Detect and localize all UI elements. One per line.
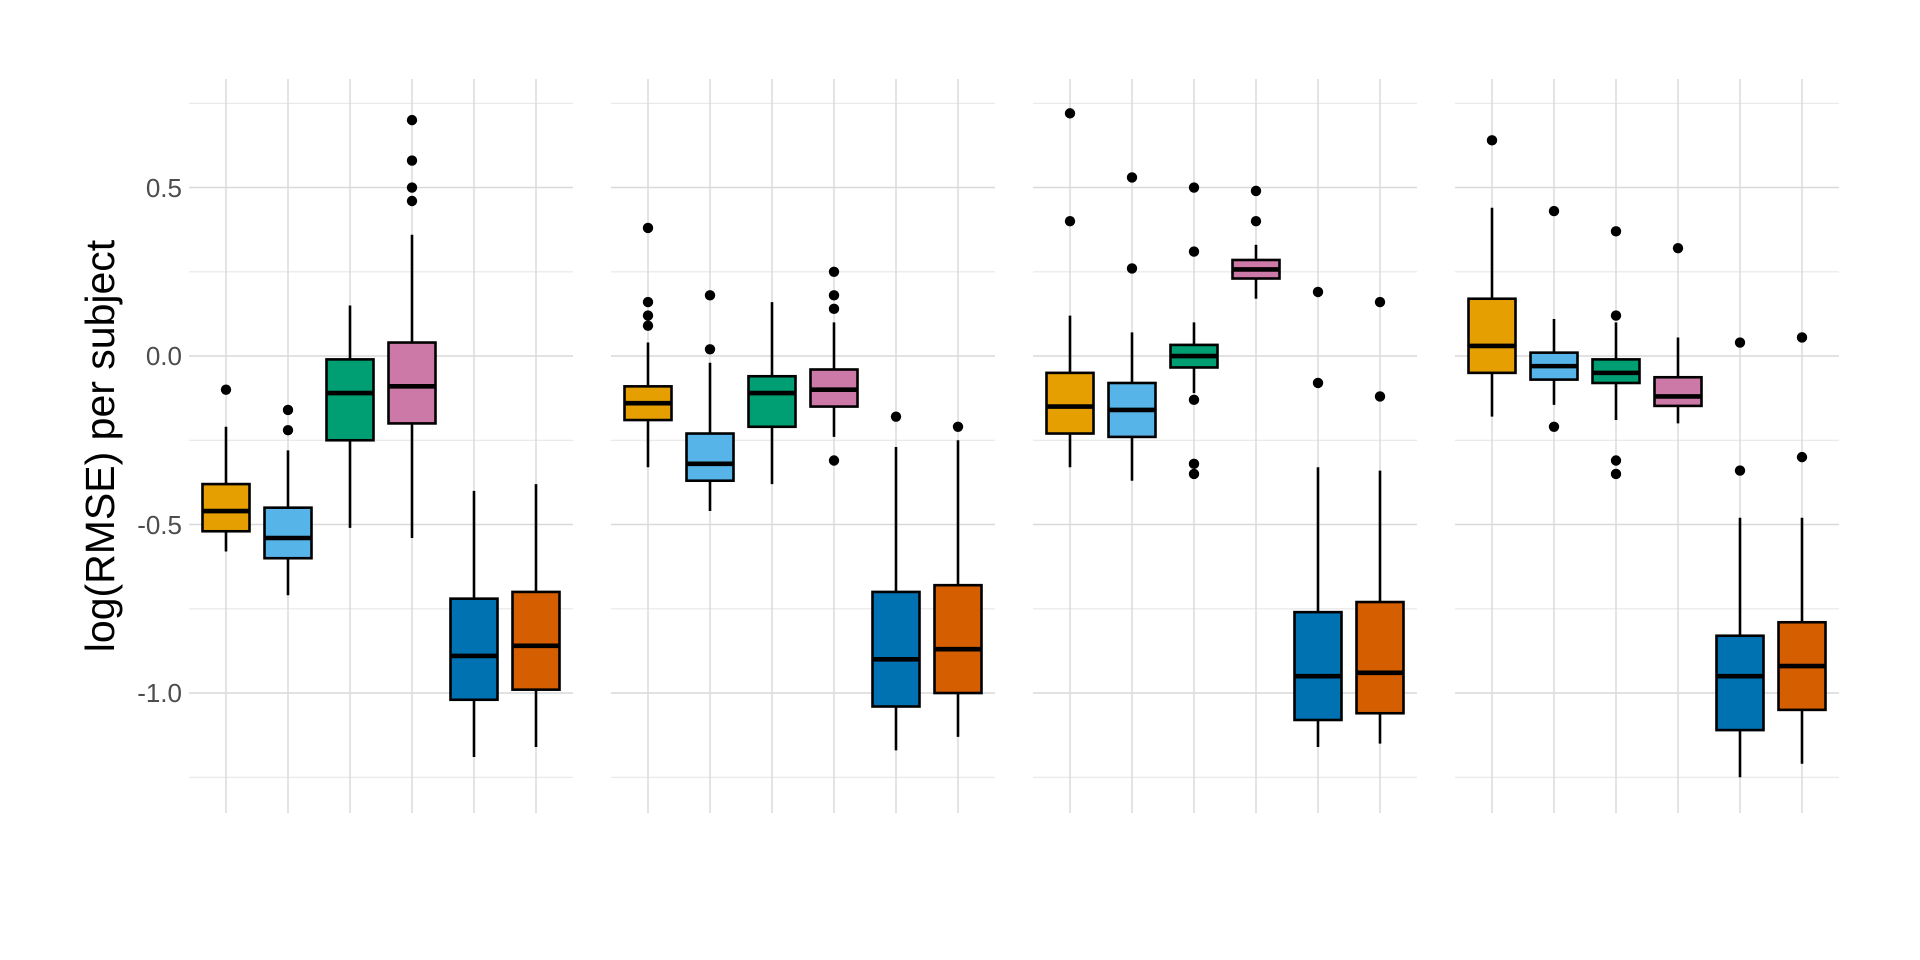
box-vermillion xyxy=(933,583,983,695)
outlier-dot xyxy=(1548,421,1560,432)
outlier-dot xyxy=(1188,468,1200,480)
box-gold xyxy=(201,482,251,533)
outlier-dot xyxy=(1672,242,1684,254)
outlier-dot xyxy=(1064,216,1076,227)
outlier-dot xyxy=(1188,182,1200,193)
outlier-dot xyxy=(1610,226,1622,237)
box-bluish-green xyxy=(747,374,797,429)
facet-panel-4 xyxy=(1455,79,1839,813)
outlier-dot xyxy=(890,411,902,422)
outlier-dot xyxy=(1250,185,1262,197)
outlier-dot xyxy=(1188,246,1200,257)
y-tick-label: 0.0 xyxy=(145,341,182,372)
outlier-dot xyxy=(1374,296,1386,308)
outlier-dot xyxy=(1188,394,1200,406)
box-vermillion xyxy=(1355,600,1405,715)
outlier-dot xyxy=(1374,391,1386,402)
box-gold xyxy=(1045,371,1095,435)
outlier-dot xyxy=(828,266,840,277)
outlier-dot xyxy=(1126,263,1138,274)
box-bluish-green xyxy=(325,358,375,442)
outlier-dot xyxy=(1796,451,1808,463)
facet-panel-1 xyxy=(189,79,573,813)
outlier-dot xyxy=(1734,337,1746,348)
outlier-dot xyxy=(1486,135,1498,146)
outlier-dot xyxy=(1126,172,1138,183)
outlier-dot xyxy=(828,455,840,466)
outlier-dot xyxy=(1796,332,1808,343)
box-vermillion xyxy=(511,590,561,691)
y-tick-label: -0.5 xyxy=(137,509,182,540)
outlier-dot xyxy=(1734,465,1746,476)
outlier-dot xyxy=(952,421,964,432)
box-dark-blue xyxy=(1293,610,1343,722)
outlier-dot xyxy=(282,424,294,436)
outlier-dot xyxy=(642,296,654,308)
outlier-dot xyxy=(1312,377,1324,389)
y-tick-label: -1.0 xyxy=(137,678,182,709)
outlier-dot xyxy=(828,290,840,301)
outlier-dot xyxy=(1064,108,1076,119)
outlier-dot xyxy=(406,114,418,126)
outlier-dot xyxy=(1610,468,1622,480)
outlier-dot xyxy=(1610,455,1622,466)
y-tick-label: 0.5 xyxy=(145,172,182,203)
outlier-dot xyxy=(406,155,418,166)
outlier-dot xyxy=(642,320,654,331)
outlier-dot xyxy=(1610,310,1622,321)
box-sky-blue xyxy=(263,506,313,560)
outlier-dot xyxy=(1312,286,1324,298)
facet-panel-3 xyxy=(1033,79,1417,813)
box-dark-blue xyxy=(449,597,499,702)
facet-panel-2 xyxy=(611,79,995,813)
outlier-dot xyxy=(282,404,294,416)
box-reddish-purple xyxy=(1653,375,1703,408)
outlier-dot xyxy=(1548,205,1560,217)
outlier-dot xyxy=(704,290,716,301)
outlier-dot xyxy=(704,344,716,355)
outlier-dot xyxy=(1188,458,1200,470)
box-dark-blue xyxy=(1715,634,1765,732)
outlier-dot xyxy=(220,384,232,395)
outlier-dot xyxy=(828,303,840,315)
box-sky-blue xyxy=(685,432,735,483)
y-axis-title: log(RMSE) per subject xyxy=(77,239,123,653)
box-gold xyxy=(1467,297,1517,375)
outlier-dot xyxy=(642,222,654,234)
box-reddish-purple xyxy=(387,341,437,425)
outlier-dot xyxy=(1250,216,1262,227)
box-dark-blue xyxy=(871,590,921,708)
outlier-dot xyxy=(406,182,418,193)
outlier-dot xyxy=(406,195,418,207)
outlier-dot xyxy=(642,310,654,321)
